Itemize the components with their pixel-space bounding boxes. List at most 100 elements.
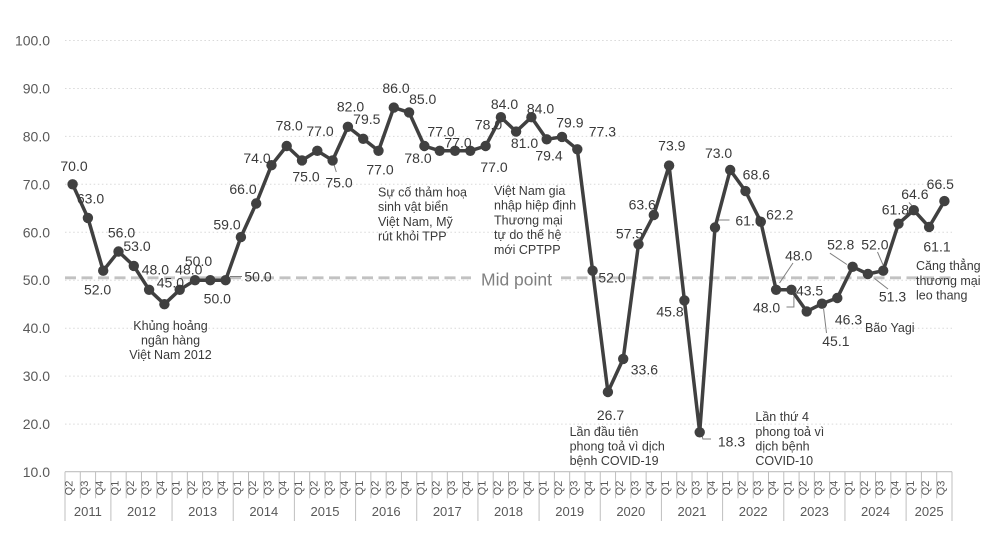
svg-text:Q2: Q2 xyxy=(308,481,320,496)
svg-text:bệnh COVID-19: bệnh COVID-19 xyxy=(570,454,659,468)
svg-text:Q3: Q3 xyxy=(874,481,886,496)
svg-text:Q1: Q1 xyxy=(477,481,489,496)
svg-text:Q3: Q3 xyxy=(630,481,642,496)
svg-text:Q3: Q3 xyxy=(568,481,580,496)
svg-text:2023: 2023 xyxy=(800,504,829,519)
svg-text:Q3: Q3 xyxy=(691,481,703,496)
svg-text:ngân hàng: ngân hàng xyxy=(141,333,200,347)
svg-text:78.0: 78.0 xyxy=(276,118,303,134)
svg-text:Q3: Q3 xyxy=(752,481,764,496)
svg-text:Q4: Q4 xyxy=(217,481,229,496)
svg-text:50.0: 50.0 xyxy=(23,272,50,288)
svg-text:57.5: 57.5 xyxy=(616,226,643,242)
svg-text:Q2: Q2 xyxy=(186,481,198,496)
svg-text:Q3: Q3 xyxy=(385,481,397,496)
svg-text:Q2: Q2 xyxy=(64,481,76,496)
svg-text:Q4: Q4 xyxy=(522,481,534,496)
svg-text:Q4: Q4 xyxy=(890,481,902,496)
svg-text:2019: 2019 xyxy=(555,504,584,519)
svg-text:Q2: Q2 xyxy=(370,481,382,496)
svg-text:Q4: Q4 xyxy=(706,481,718,496)
svg-text:77.0: 77.0 xyxy=(444,134,471,150)
svg-text:Q2: Q2 xyxy=(431,481,443,496)
svg-text:Q4: Q4 xyxy=(278,481,290,496)
svg-text:Q3: Q3 xyxy=(140,481,152,496)
svg-text:Q1: Q1 xyxy=(844,481,856,496)
svg-text:33.6: 33.6 xyxy=(631,361,658,377)
svg-text:61.8: 61.8 xyxy=(882,202,909,218)
svg-text:50.0: 50.0 xyxy=(204,291,231,307)
svg-text:79.5: 79.5 xyxy=(353,111,380,127)
svg-text:64.6: 64.6 xyxy=(901,186,928,202)
svg-text:81.0: 81.0 xyxy=(511,135,538,151)
svg-text:Q4: Q4 xyxy=(94,481,106,496)
svg-text:2013: 2013 xyxy=(188,504,217,519)
svg-text:2017: 2017 xyxy=(433,504,462,519)
svg-text:52.0: 52.0 xyxy=(861,237,888,253)
svg-text:2020: 2020 xyxy=(616,504,645,519)
svg-text:82.0: 82.0 xyxy=(337,98,364,114)
svg-text:80.0: 80.0 xyxy=(23,128,50,144)
svg-text:Q4: Q4 xyxy=(767,481,779,496)
svg-text:18.3: 18.3 xyxy=(718,434,745,450)
svg-text:2016: 2016 xyxy=(372,504,401,519)
svg-text:48.0: 48.0 xyxy=(175,261,202,277)
svg-text:77.0: 77.0 xyxy=(306,123,333,139)
svg-text:dịch bệnh: dịch bệnh xyxy=(755,440,809,454)
svg-text:Q1: Q1 xyxy=(171,481,183,496)
svg-text:Q2: Q2 xyxy=(859,481,871,496)
svg-text:100.0: 100.0 xyxy=(15,33,50,49)
svg-text:Q1: Q1 xyxy=(354,481,366,496)
svg-text:Q1: Q1 xyxy=(538,481,550,496)
svg-text:2024: 2024 xyxy=(861,504,890,519)
svg-text:62.2: 62.2 xyxy=(766,207,793,223)
svg-text:COVID-10: COVID-10 xyxy=(755,454,813,468)
svg-text:nhập hiệp định: nhập hiệp định xyxy=(494,199,576,213)
svg-text:Q2: Q2 xyxy=(614,481,626,496)
svg-text:Q4: Q4 xyxy=(400,481,412,496)
svg-text:90.0: 90.0 xyxy=(23,81,50,97)
svg-text:48.0: 48.0 xyxy=(142,261,169,277)
svg-text:phong toả vì: phong toả vì xyxy=(755,425,824,439)
svg-text:46.3: 46.3 xyxy=(835,312,862,328)
svg-text:52.8: 52.8 xyxy=(827,237,854,253)
svg-text:73.9: 73.9 xyxy=(658,138,685,154)
svg-text:Q2: Q2 xyxy=(737,481,749,496)
svg-text:77.0: 77.0 xyxy=(427,124,454,140)
svg-text:48.0: 48.0 xyxy=(753,299,780,315)
svg-text:Q2: Q2 xyxy=(247,481,259,496)
svg-text:73.0: 73.0 xyxy=(705,145,732,161)
svg-text:75.0: 75.0 xyxy=(325,175,352,191)
svg-text:Bão Yagi: Bão Yagi xyxy=(865,321,915,335)
svg-text:45.0: 45.0 xyxy=(157,275,184,291)
svg-text:2012: 2012 xyxy=(127,504,156,519)
svg-text:61.0: 61.0 xyxy=(735,213,762,229)
svg-text:68.6: 68.6 xyxy=(743,166,770,182)
svg-text:2022: 2022 xyxy=(739,504,768,519)
svg-text:45.8: 45.8 xyxy=(656,304,683,320)
svg-text:Q4: Q4 xyxy=(828,481,840,496)
svg-text:Q1: Q1 xyxy=(660,481,672,496)
svg-text:70.0: 70.0 xyxy=(23,176,50,192)
svg-text:Q4: Q4 xyxy=(645,481,657,496)
svg-text:2018: 2018 xyxy=(494,504,523,519)
svg-text:45.1: 45.1 xyxy=(822,333,849,349)
svg-text:75.0: 75.0 xyxy=(292,169,319,185)
svg-text:77.0: 77.0 xyxy=(366,162,393,178)
svg-text:Q3: Q3 xyxy=(813,481,825,496)
svg-text:78.0: 78.0 xyxy=(475,117,502,133)
svg-text:Q1: Q1 xyxy=(110,481,122,496)
svg-text:86.0: 86.0 xyxy=(382,80,409,96)
svg-text:Căng thẳng: Căng thẳng xyxy=(916,258,981,273)
svg-text:63.0: 63.0 xyxy=(77,191,104,207)
svg-text:Q2: Q2 xyxy=(920,481,932,496)
svg-text:sinh vật biển: sinh vật biển xyxy=(378,200,448,214)
svg-text:56.0: 56.0 xyxy=(108,225,135,241)
svg-text:Q1: Q1 xyxy=(905,481,917,496)
svg-text:60.0: 60.0 xyxy=(23,224,50,240)
svg-text:59.0: 59.0 xyxy=(213,216,240,232)
svg-text:Q3: Q3 xyxy=(324,481,336,496)
svg-text:10.0: 10.0 xyxy=(23,464,50,480)
svg-text:Lần đầu tiên: Lần đầu tiên xyxy=(570,425,639,439)
svg-text:Q2: Q2 xyxy=(675,481,687,496)
